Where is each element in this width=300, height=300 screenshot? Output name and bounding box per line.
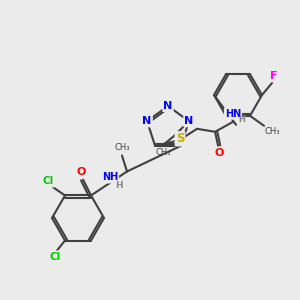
Text: CH₃: CH₃ bbox=[264, 127, 280, 136]
Text: N: N bbox=[164, 101, 172, 111]
Text: NH: NH bbox=[102, 172, 118, 182]
Text: F: F bbox=[270, 71, 278, 81]
Text: H: H bbox=[238, 115, 245, 124]
Text: S: S bbox=[176, 132, 184, 145]
Text: HN: HN bbox=[225, 109, 241, 119]
Text: N: N bbox=[184, 116, 194, 126]
Text: Cl: Cl bbox=[42, 176, 54, 187]
Text: O: O bbox=[76, 167, 86, 178]
Text: O: O bbox=[214, 148, 224, 158]
Text: CH₃: CH₃ bbox=[155, 148, 171, 157]
Text: N: N bbox=[142, 116, 152, 126]
Text: CH₃: CH₃ bbox=[114, 143, 130, 152]
Text: H: H bbox=[115, 181, 123, 190]
Text: Cl: Cl bbox=[50, 251, 61, 262]
